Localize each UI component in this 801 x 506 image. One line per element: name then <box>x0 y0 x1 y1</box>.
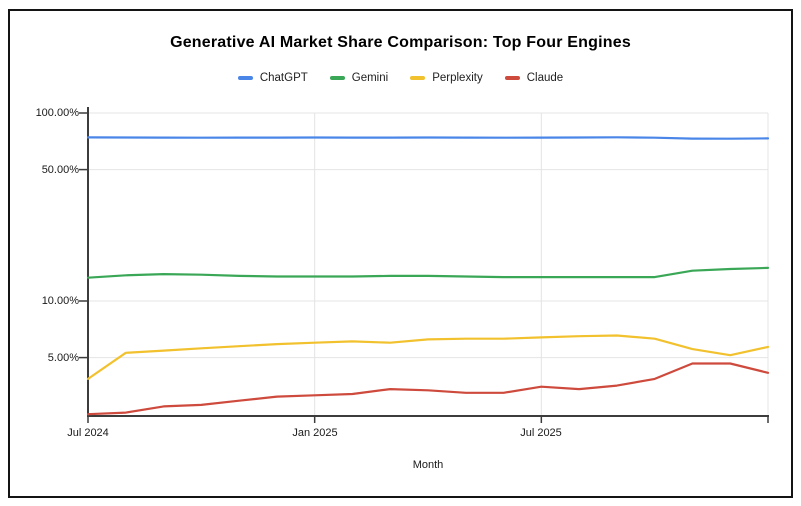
series-line-claude <box>86 362 770 416</box>
legend-item-perplexity: Perplexity <box>410 72 483 84</box>
chart-title: Generative AI Market Share Comparison: T… <box>170 34 631 51</box>
legend: ChatGPT Gemini Perplexity Claude <box>0 72 801 84</box>
gemini-swatch-icon <box>329 76 345 80</box>
legend-label-claude: Claude <box>526 72 564 84</box>
y-tick-label-10: 10.00% <box>41 295 79 307</box>
chatgpt-swatch-icon <box>237 76 253 80</box>
series-line-gemini <box>86 266 770 279</box>
x-tick-label-jul-2024: Jul 2024 <box>67 427 109 439</box>
series-line-perplexity <box>86 334 770 380</box>
x-axis-title: Month <box>412 459 444 471</box>
claude-swatch-icon <box>504 76 520 80</box>
legend-item-chatgpt: ChatGPT <box>237 72 308 84</box>
legend-item-gemini: Gemini <box>329 72 389 84</box>
legend-label-chatgpt: ChatGPT <box>259 72 308 84</box>
legend-label-gemini: Gemini <box>351 72 389 84</box>
x-tick-label-jan-2025: Jan 2025 <box>292 427 338 439</box>
perplexity-swatch-icon <box>410 76 426 80</box>
y-tick-label-5: 5.00% <box>47 352 79 364</box>
y-tick-label-50: 50.00% <box>41 164 79 176</box>
x-tick-label-jul-2025: Jul 2025 <box>520 427 562 439</box>
series-line-chatgpt <box>86 136 770 140</box>
y-tick-label-100: 100.00% <box>35 107 79 119</box>
legend-item-claude: Claude <box>504 72 564 84</box>
legend-label-perplexity: Perplexity <box>432 72 483 84</box>
